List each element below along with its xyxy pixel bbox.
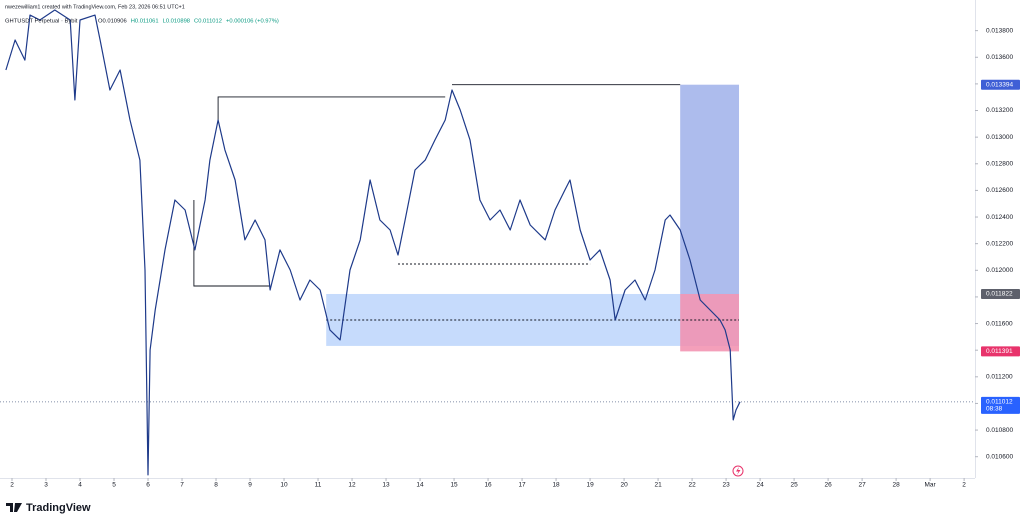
price-label-box bbox=[981, 346, 1020, 357]
x-tick-label: 11 bbox=[315, 482, 322, 489]
y-tick-label: 0.012800 bbox=[986, 160, 1013, 167]
price-label-box bbox=[981, 396, 1020, 414]
chart-title: nwezewilliam1 created with TradingView.c… bbox=[5, 4, 185, 10]
y-tick-label: 0.012000 bbox=[986, 267, 1013, 274]
y-tick-label: 0.011600 bbox=[986, 320, 1013, 327]
drawing-line bbox=[217, 96, 446, 120]
x-tick-label: 12 bbox=[348, 482, 356, 489]
x-tick-label: 3 bbox=[44, 482, 48, 489]
x-tick-label: 17 bbox=[518, 482, 526, 489]
x-tick-label: 13 bbox=[382, 482, 390, 489]
x-tick-label: 8 bbox=[214, 482, 218, 489]
x-tick-label: 22 bbox=[688, 482, 696, 489]
x-tick-label: 14 bbox=[416, 482, 424, 489]
y-tick-label: 0.011200 bbox=[986, 374, 1013, 381]
event-icon[interactable] bbox=[732, 465, 744, 477]
brand: TradingView bbox=[26, 502, 91, 514]
price-label-box bbox=[981, 79, 1020, 90]
x-tick-label: 24 bbox=[756, 482, 764, 489]
y-tick-label: 0.012200 bbox=[986, 240, 1013, 247]
price-label: 0.013394 bbox=[986, 81, 1013, 88]
ohlc-value: C0.011012 bbox=[194, 19, 222, 25]
y-tick-label: 0.013800 bbox=[986, 27, 1013, 34]
countdown: 08:38 bbox=[986, 406, 1003, 413]
x-tick-label: Mar bbox=[925, 482, 937, 489]
x-tick-label: 21 bbox=[654, 482, 662, 489]
axes: 0.0106000.0108000.0110000.0112000.011400… bbox=[10, 27, 1020, 489]
x-tick-label: 10 bbox=[280, 482, 288, 489]
zone bbox=[680, 293, 740, 352]
x-tick-label: 9 bbox=[248, 482, 252, 489]
x-tick-label: 18 bbox=[552, 482, 560, 489]
x-tick-label: 2 bbox=[962, 482, 966, 489]
ohlc-legend: O0.010906 H0.011061 L0.010898 C0.011012 +0.0… bbox=[98, 19, 279, 25]
y-tick-label: 0.012600 bbox=[986, 187, 1013, 194]
symbol[interactable]: GHTUSDT Perpetual · Bybit bbox=[5, 19, 78, 25]
price-line bbox=[5, 9, 741, 476]
x-tick-label: 2 bbox=[10, 482, 14, 489]
ohlc-value: H0.011061 bbox=[131, 19, 159, 25]
zone bbox=[680, 84, 740, 294]
y-tick-label: 0.010800 bbox=[986, 427, 1013, 434]
x-tick-label: 6 bbox=[146, 482, 150, 489]
y-tick-label: 0.013000 bbox=[986, 134, 1013, 141]
x-tick-label: 16 bbox=[484, 482, 492, 489]
x-tick-label: 28 bbox=[892, 482, 900, 489]
y-tick-label: 0.012400 bbox=[986, 214, 1013, 221]
x-tick-label: 20 bbox=[620, 482, 628, 489]
brand-logo bbox=[6, 503, 22, 512]
x-tick-label: 19 bbox=[586, 482, 594, 489]
x-tick-label: 7 bbox=[180, 482, 184, 489]
x-tick-label: 4 bbox=[78, 482, 82, 489]
price-label-box bbox=[981, 288, 1020, 299]
x-tick-label: 25 bbox=[790, 482, 798, 489]
price-label: 0.011391 bbox=[986, 348, 1013, 355]
ohlc-value: O0.010906 bbox=[98, 19, 127, 25]
y-tick-label: 0.010600 bbox=[986, 453, 1013, 460]
drawing-line bbox=[193, 200, 271, 287]
x-tick-label: 23 bbox=[722, 482, 730, 489]
x-tick-label: 26 bbox=[824, 482, 832, 489]
x-tick-label: 15 bbox=[450, 482, 458, 489]
x-tick-label: 27 bbox=[858, 482, 866, 489]
event-icon-bolt bbox=[736, 467, 741, 475]
price-label: 0.011822 bbox=[986, 291, 1013, 298]
ohlc-value: +0.000106 (+0.97%) bbox=[226, 19, 279, 25]
y-tick-label: 0.013600 bbox=[986, 54, 1013, 61]
plot bbox=[0, 9, 975, 476]
ohlc-value: L0.010898 bbox=[163, 19, 190, 25]
y-tick-label: 0.013200 bbox=[986, 107, 1013, 114]
price-label: 0.011012 bbox=[986, 399, 1013, 406]
x-tick-label: 5 bbox=[112, 482, 116, 489]
